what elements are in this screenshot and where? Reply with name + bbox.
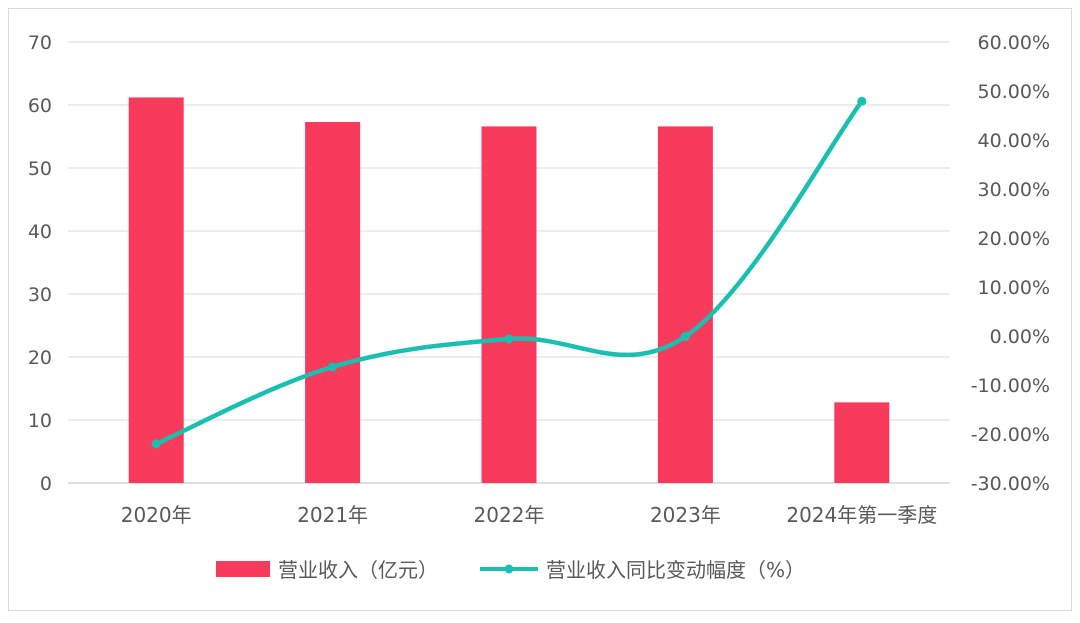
right-y-tick-label: 40.00%	[978, 130, 1050, 152]
line-path-yoy-change	[153, 99, 865, 447]
x-tick-label: 2022年	[474, 503, 545, 527]
right-y-tick-label: 60.00%	[978, 32, 1050, 54]
x-tick-label: 2020年	[121, 503, 192, 527]
right-y-tick-label: -10.00%	[971, 375, 1050, 397]
left-y-tick-label: 10	[28, 410, 52, 432]
legend: 营业收入（亿元） 营业收入同比变动幅度（%）	[216, 558, 805, 582]
right-y-tick-label: 50.00%	[978, 81, 1050, 103]
bar-series	[128, 97, 890, 484]
bar-2023年	[657, 126, 713, 484]
left-y-tick-label: 20	[28, 347, 52, 369]
x-tick-label: 2021年	[297, 503, 368, 527]
chart-frame	[8, 8, 1072, 611]
line-point-2022年	[504, 334, 514, 344]
left-y-tick-label: 30	[28, 284, 52, 306]
left-y-tick-label: 0	[40, 473, 52, 495]
legend-line-marker	[504, 564, 514, 574]
x-tick-label: 2023年	[650, 503, 721, 527]
bar-2020年	[128, 97, 184, 483]
legend-bar-swatch	[216, 561, 270, 577]
right-y-tick-label: 0.00%	[990, 326, 1050, 348]
right-y-tick-label: 20.00%	[978, 228, 1050, 250]
line-point-2023年	[680, 331, 690, 341]
x-tick-label: 2024年第一季度	[786, 503, 937, 527]
left-y-tick-label: 70	[28, 32, 52, 54]
line-point-2020年	[151, 439, 161, 449]
left-y-tick-label: 60	[28, 95, 52, 117]
bar-2021年	[305, 122, 361, 483]
legend-line-label: 营业收入同比变动幅度（%）	[546, 558, 805, 582]
bar-2022年	[481, 126, 537, 484]
left-y-axis: 0 10 20 30 40 50 60 70	[28, 32, 52, 495]
right-y-axis: -30.00% -20.00% -10.00% 0.00% 10.00% 20.00% 30…	[971, 32, 1050, 495]
right-y-tick-label: -20.00%	[971, 424, 1050, 446]
legend-bar-label: 营业收入（亿元）	[278, 558, 438, 582]
line-point-2024年第一季度	[857, 96, 867, 106]
right-y-tick-label: -30.00%	[971, 473, 1050, 495]
line-point-2021年	[328, 362, 338, 372]
line-series	[151, 96, 867, 449]
right-y-tick-label: 10.00%	[978, 277, 1050, 299]
left-y-tick-label: 40	[28, 221, 52, 243]
right-y-tick-label: 30.00%	[978, 179, 1050, 201]
left-y-tick-label: 50	[28, 158, 52, 180]
x-axis: 2020年 2021年 2022年 2023年 2024年第一季度	[121, 503, 938, 527]
bar-2024年第一季度	[834, 402, 890, 483]
